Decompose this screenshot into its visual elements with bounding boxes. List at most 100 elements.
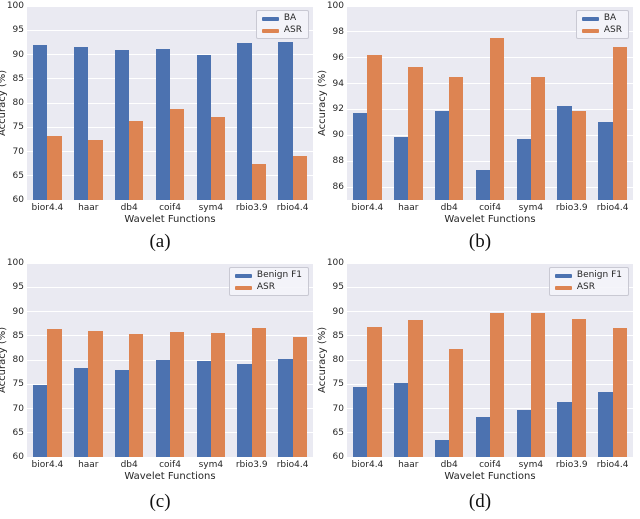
y-tick-label: 65 — [12, 170, 24, 181]
plot-area: Benign F1 ASR — [27, 262, 313, 458]
gridline — [347, 311, 633, 312]
bar-benign-f1-rbio4-4 — [278, 358, 293, 457]
bar-benign-f1-bior4-4 — [353, 386, 368, 457]
y-tick-label: 60 — [12, 195, 24, 205]
y-tick-label: 90 — [332, 306, 344, 317]
plot-area: Benign F1 ASR — [347, 262, 633, 458]
plot-area: BA ASR — [347, 5, 633, 200]
y-tick-label: 95 — [332, 282, 344, 293]
x-tick-label: rbio3.9 — [555, 203, 588, 213]
bar-ba-rbio4-4 — [598, 122, 613, 200]
gridline — [27, 286, 313, 288]
bar-asr-bior4-4 — [367, 326, 382, 457]
gridline — [347, 31, 633, 33]
y-tick-label: 75 — [332, 379, 344, 390]
gridline — [27, 262, 313, 264]
bar-benign-f1-coif4 — [155, 359, 170, 457]
legend-item: Benign F1 — [234, 270, 302, 280]
x-tick-label: rbio4.4 — [276, 460, 309, 470]
y-tick-label: 85 — [332, 330, 344, 341]
y-tick-label: 100 — [326, 258, 344, 268]
legend-item: ASR — [234, 282, 302, 292]
legend-label: ASR — [576, 282, 596, 292]
bar-asr-rbio4-4 — [292, 156, 307, 200]
y-tick-label: 86 — [332, 182, 344, 193]
legend-label: ASR — [256, 282, 276, 292]
x-axis-label: Wavelet Functions — [124, 214, 216, 225]
bar-ba-bior4-4 — [353, 113, 368, 200]
bar-ba-rbio3-9 — [237, 42, 252, 200]
x-tick-label: rbio4.4 — [276, 203, 309, 213]
x-tick-label: sym4 — [198, 203, 224, 213]
gridline — [27, 311, 313, 312]
x-tick-label: coif4 — [159, 203, 181, 213]
chart-panel-c: Accuracy (%) Benign F1 ASR Wavelet Functi… — [0, 257, 320, 519]
x-tick-label: coif4 — [159, 460, 181, 470]
legend: BA ASR — [255, 10, 309, 39]
y-tick-label: 70 — [12, 403, 24, 414]
legend-item: BA — [581, 13, 622, 23]
bar-ba-coif4 — [155, 48, 170, 200]
y-tick-label: 80 — [332, 355, 344, 365]
bar-asr-db4 — [449, 348, 464, 457]
y-tick-label: 96 — [332, 52, 344, 63]
legend-color-swatch — [261, 28, 279, 33]
gridline — [27, 102, 313, 104]
legend-label: ASR — [603, 25, 622, 35]
gridline — [347, 286, 633, 288]
bar-benign-f1-haar — [393, 383, 409, 457]
chart-panel-a: Accuracy (%) BA ASR Wavelet Functions (a)… — [0, 0, 320, 257]
y-tick-label: 95 — [12, 25, 24, 36]
bar-asr-sym4 — [210, 116, 226, 200]
bar-asr-coif4 — [170, 108, 185, 200]
bar-ba-bior4-4 — [33, 44, 48, 200]
y-tick-label: 65 — [12, 427, 24, 438]
y-tick-label: 90 — [12, 306, 24, 317]
y-tick-label: 70 — [332, 403, 344, 414]
legend: Benign F1 ASR — [548, 267, 629, 296]
bar-asr-rbio3-9 — [571, 319, 586, 457]
gridline — [27, 54, 313, 55]
x-tick-label: sym4 — [518, 460, 544, 470]
chart-panel-d: Accuracy (%) Benign F1 ASR Wavelet Functi… — [317, 257, 640, 519]
bar-asr-sym4 — [530, 77, 546, 200]
y-tick-label: 90 — [332, 130, 344, 141]
legend-label: BA — [283, 13, 297, 23]
legend-color-swatch — [554, 285, 572, 290]
x-tick-label: db4 — [440, 203, 458, 213]
bar-benign-f1-rbio3-9 — [237, 363, 252, 457]
x-tick-label: haar — [78, 203, 99, 213]
bar-ba-db4 — [434, 110, 450, 200]
bar-benign-f1-db4 — [114, 370, 130, 457]
x-tick-label: haar — [398, 203, 419, 213]
y-tick-label: 70 — [12, 146, 24, 157]
x-tick-label: rbio4.4 — [596, 460, 629, 470]
x-tick-label: bior4.4 — [31, 203, 64, 213]
caption: (b) — [468, 231, 492, 252]
y-tick-label: 100 — [326, 1, 344, 11]
legend-color-swatch — [261, 16, 279, 21]
x-tick-label: db4 — [120, 460, 138, 470]
bar-ba-haar — [73, 47, 89, 200]
bar-ba-db4 — [114, 50, 130, 200]
legend-label: Benign F1 — [576, 270, 622, 280]
legend-label: Benign F1 — [256, 270, 302, 280]
x-tick-label: sym4 — [198, 460, 224, 470]
x-tick-label: sym4 — [518, 203, 544, 213]
gridline — [27, 199, 313, 201]
plot-area: BA ASR — [27, 5, 313, 201]
caption: (c) — [149, 491, 171, 512]
gridline — [347, 456, 633, 458]
legend-label: BA — [603, 13, 617, 23]
x-tick-label: haar — [78, 460, 99, 470]
gridline — [27, 29, 313, 31]
y-tick-label: 60 — [332, 452, 344, 462]
legend: BA ASR — [575, 10, 629, 39]
x-tick-label: rbio3.9 — [555, 460, 588, 470]
y-tick-label: 94 — [332, 78, 344, 89]
bar-asr-bior4-4 — [47, 329, 62, 457]
y-tick-label: 90 — [12, 49, 24, 60]
y-tick-label: 60 — [12, 452, 24, 462]
bar-benign-f1-sym4 — [516, 410, 531, 457]
x-tick-label: rbio3.9 — [235, 460, 268, 470]
